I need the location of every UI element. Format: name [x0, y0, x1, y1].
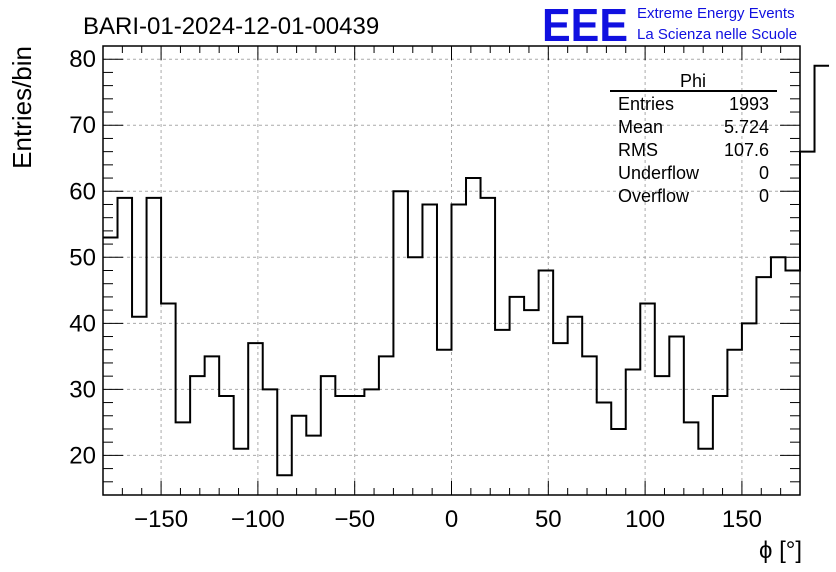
stats-value-overflow: 0 — [759, 186, 769, 206]
axis-ticks — [102, 45, 801, 496]
eee-logo-text: EEE — [542, 0, 628, 51]
x-tick-label: 100 — [625, 506, 665, 533]
x-tick-label: −50 — [334, 506, 375, 533]
logo-line-1: Extreme Energy Events — [637, 5, 795, 22]
logo-line-2: La Scienza nelle Scuole — [637, 26, 797, 43]
stats-value-mean: 5.724 — [724, 117, 769, 137]
y-tick-label: 60 — [69, 178, 96, 205]
y-axis-title: Entries/bin — [7, 46, 37, 169]
x-tick-label: 150 — [722, 506, 762, 533]
stats-label-mean: Mean — [618, 117, 663, 137]
chart-title: BARI-01-2024-12-01-00439 — [83, 13, 379, 40]
stats-label-overflow: Overflow — [618, 186, 690, 206]
eee-logo: EEE Extreme Energy Events La Scienza nel… — [542, 0, 797, 51]
histogram-series-line — [103, 64, 830, 477]
tick-labels: −150 −100 −50 0 50 100 150 20 30 40 50 60 70 80 — [69, 46, 762, 533]
y-tick-label: 80 — [69, 46, 96, 73]
y-tick-label: 40 — [69, 310, 96, 337]
stats-label-underflow: Underflow — [618, 163, 700, 183]
stats-value-entries: 1993 — [729, 94, 769, 114]
stats-box: Phi Entries 1993 Mean 5.724 RMS 107.6 Un… — [610, 71, 777, 206]
y-tick-label: 70 — [69, 112, 96, 139]
x-tick-label: 50 — [535, 506, 562, 533]
x-tick-label: −150 — [134, 506, 188, 533]
y-tick-label: 30 — [69, 376, 96, 403]
y-tick-label: 50 — [69, 244, 96, 271]
x-tick-label: −100 — [231, 506, 285, 533]
stats-title: Phi — [680, 71, 706, 91]
stats-value-rms: 107.6 — [724, 140, 769, 160]
x-tick-label: 0 — [445, 506, 458, 533]
x-axis-title: ϕ [°] — [759, 537, 802, 564]
y-tick-label: 20 — [69, 442, 96, 469]
stats-label-entries: Entries — [618, 94, 674, 114]
stats-value-underflow: 0 — [759, 163, 769, 183]
stats-label-rms: RMS — [618, 140, 658, 160]
